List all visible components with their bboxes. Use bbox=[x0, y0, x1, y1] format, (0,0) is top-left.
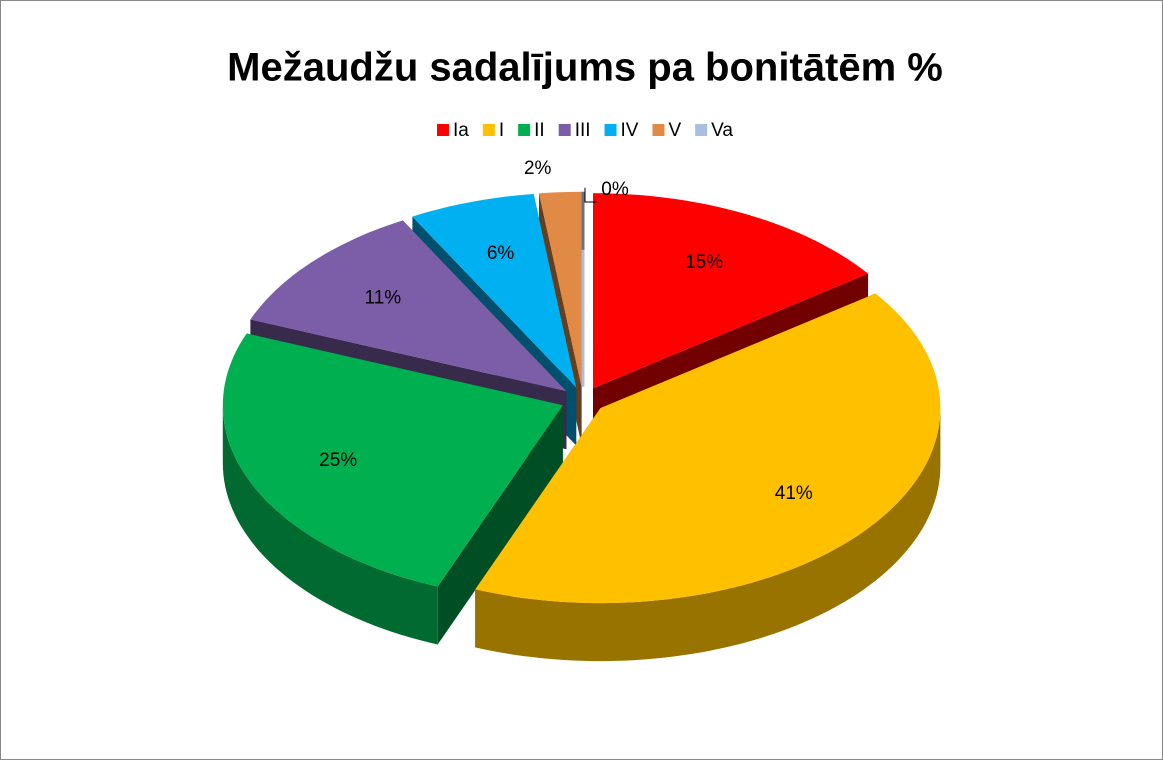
labels: 0% 2% 6% 15% 11% 25% 41% bbox=[319, 158, 813, 504]
value-label: 0% bbox=[601, 179, 629, 200]
slice-side bbox=[437, 405, 563, 645]
legend-swatch bbox=[558, 124, 571, 136]
legend-label: III bbox=[575, 120, 591, 141]
legend-swatch bbox=[695, 124, 708, 136]
pie bbox=[222, 191, 941, 662]
slice bbox=[475, 293, 941, 662]
slice-top bbox=[412, 194, 577, 388]
legend: Ia I II III IV V Va bbox=[436, 120, 733, 141]
legend-swatch bbox=[482, 124, 495, 136]
chart-title: Mežaudžu sadalījums pa bonitātēm % bbox=[227, 46, 943, 90]
leader-line bbox=[584, 187, 597, 203]
value-label: 6% bbox=[487, 243, 515, 264]
legend-swatch bbox=[436, 124, 449, 136]
legend-label: II bbox=[534, 120, 545, 141]
value-label: 2% bbox=[524, 158, 552, 179]
legend-swatch bbox=[604, 124, 617, 136]
slice-top bbox=[539, 191, 582, 387]
slice-wall bbox=[222, 405, 438, 645]
slice-top bbox=[222, 333, 563, 587]
value-label: 25% bbox=[319, 450, 357, 471]
slice-top bbox=[592, 193, 869, 389]
legend-label: I bbox=[499, 120, 504, 141]
legend-swatch bbox=[652, 124, 665, 136]
slice bbox=[222, 333, 563, 645]
legend-label: IV bbox=[621, 120, 639, 141]
value-label: 15% bbox=[685, 252, 723, 273]
legend-swatch bbox=[518, 124, 531, 136]
legend-label: V bbox=[668, 120, 681, 141]
slice-top bbox=[475, 293, 941, 604]
slice-wall bbox=[475, 408, 941, 662]
slice-top bbox=[250, 220, 567, 392]
value-label: 11% bbox=[365, 287, 402, 308]
value-label: 41% bbox=[775, 483, 813, 504]
legend-label: Ia bbox=[453, 120, 469, 141]
legend-label: Va bbox=[711, 120, 733, 141]
